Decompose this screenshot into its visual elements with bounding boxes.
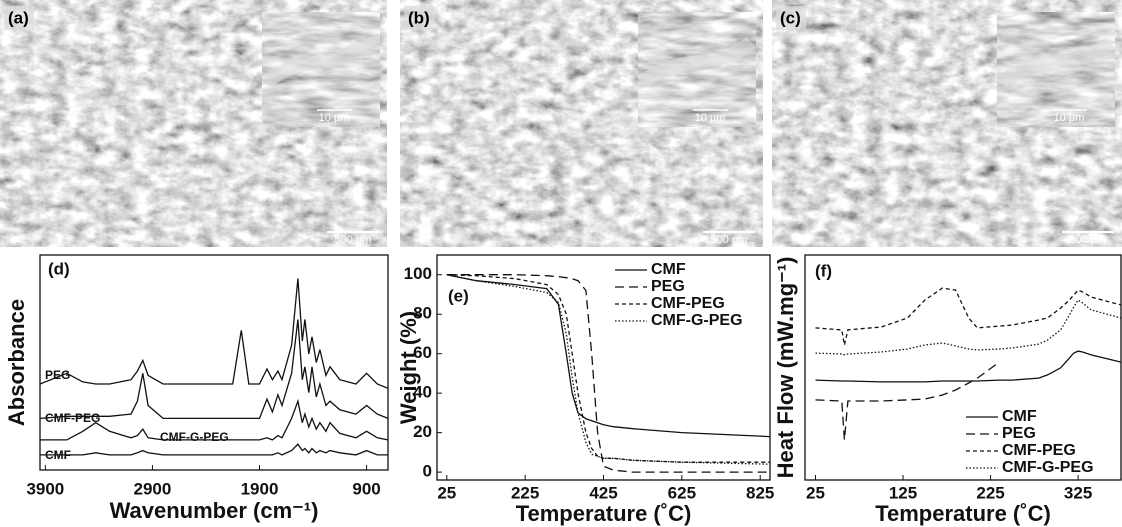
x-tick-label: 125	[889, 483, 917, 502]
y-tick-label: 100	[404, 264, 432, 283]
legend-label: CMF-PEG	[1002, 442, 1076, 459]
series-label: CMF-PEG	[45, 411, 100, 425]
panel-label: (d)	[48, 259, 70, 278]
x-axis-title: Temperature (˚C)	[875, 501, 1051, 526]
inset-scale-text: 10 μm	[319, 112, 350, 124]
legend-label: CMF	[1002, 408, 1037, 425]
x-tick-label: 225	[976, 483, 1004, 502]
sem-panel: 10 μm (c) 500 μm	[772, 0, 1122, 247]
x-tick-label: 425	[589, 483, 617, 502]
legend-label: PEG	[1002, 425, 1036, 442]
plot-frame	[437, 255, 770, 480]
chart: 25 125 225 325 Temperature (˚C) Heat Flow (mW…	[773, 255, 1121, 526]
panel-label: (e)	[448, 286, 469, 305]
inset-scale-text: 10 μm	[1054, 112, 1085, 124]
sem-images: 10 μm (a) 500 μm 10 μm (b) 500 μm 10 μm (c) 500 …	[0, 0, 1122, 247]
panel-label: (a)	[8, 8, 29, 27]
sem-panel: 10 μm (a) 500 μm	[0, 0, 387, 247]
panel-label: (b)	[408, 8, 430, 27]
series-line	[816, 351, 1122, 382]
x-axis-title: Wavenumber (cm⁻¹)	[110, 498, 319, 523]
panel-label: (c)	[780, 8, 801, 27]
series-line	[40, 444, 388, 455]
chart: 3900 2900 1900 900 Wavenumber (cm⁻¹) Absorban…	[4, 255, 388, 523]
x-tick-label: 25	[806, 483, 825, 502]
legend-label: PEG	[651, 278, 685, 295]
x-tick-label: 3900	[26, 479, 64, 498]
x-tick-label: 625	[668, 483, 696, 502]
legend-label: CMF-G-PEG	[1002, 459, 1094, 476]
series-line	[40, 279, 388, 389]
series-label: CMF-G-PEG	[160, 430, 229, 444]
series-label: PEG	[45, 368, 70, 382]
series-line	[816, 288, 1122, 345]
series-line	[816, 300, 1122, 355]
scale-text: 500 μm	[711, 234, 748, 246]
legend-label: CMF	[651, 261, 686, 278]
x-tick-label: 225	[511, 483, 539, 502]
inset-scale-text: 10 μm	[695, 112, 726, 124]
series-line	[816, 362, 1000, 440]
panel-label: (f)	[815, 261, 832, 280]
x-tick-label: 2900	[134, 479, 172, 498]
y-tick-label: 0	[423, 462, 432, 481]
y-axis-title: Absorbance	[4, 299, 29, 426]
x-tick-label: 1900	[241, 479, 279, 498]
y-axis-title: Weight (%)	[396, 311, 421, 424]
x-tick-label: 325	[1064, 483, 1092, 502]
x-tick-label: 25	[437, 483, 456, 502]
series-label: CMF	[45, 448, 71, 462]
scale-text: 500 μm	[335, 234, 372, 246]
legend-label: CMF-PEG	[651, 295, 725, 312]
figure: 10 μm (a) 500 μm 10 μm (b) 500 μm 10 μm (c) 500 …	[0, 0, 1122, 527]
x-tick-label: 900	[352, 479, 380, 498]
sem-panel: 10 μm (b) 500 μm	[400, 0, 763, 247]
y-axis-title: Heat Flow (mW.mg⁻¹)	[773, 257, 798, 479]
x-axis-title: Temperature (˚C)	[516, 501, 692, 526]
legend-label: CMF-G-PEG	[651, 312, 743, 329]
scale-text: 500 μm	[1070, 234, 1107, 246]
series-line	[40, 320, 388, 419]
charts: 3900 2900 1900 900 Wavenumber (cm⁻¹) Absorban…	[4, 255, 1121, 526]
x-tick-label: 825	[746, 483, 774, 502]
